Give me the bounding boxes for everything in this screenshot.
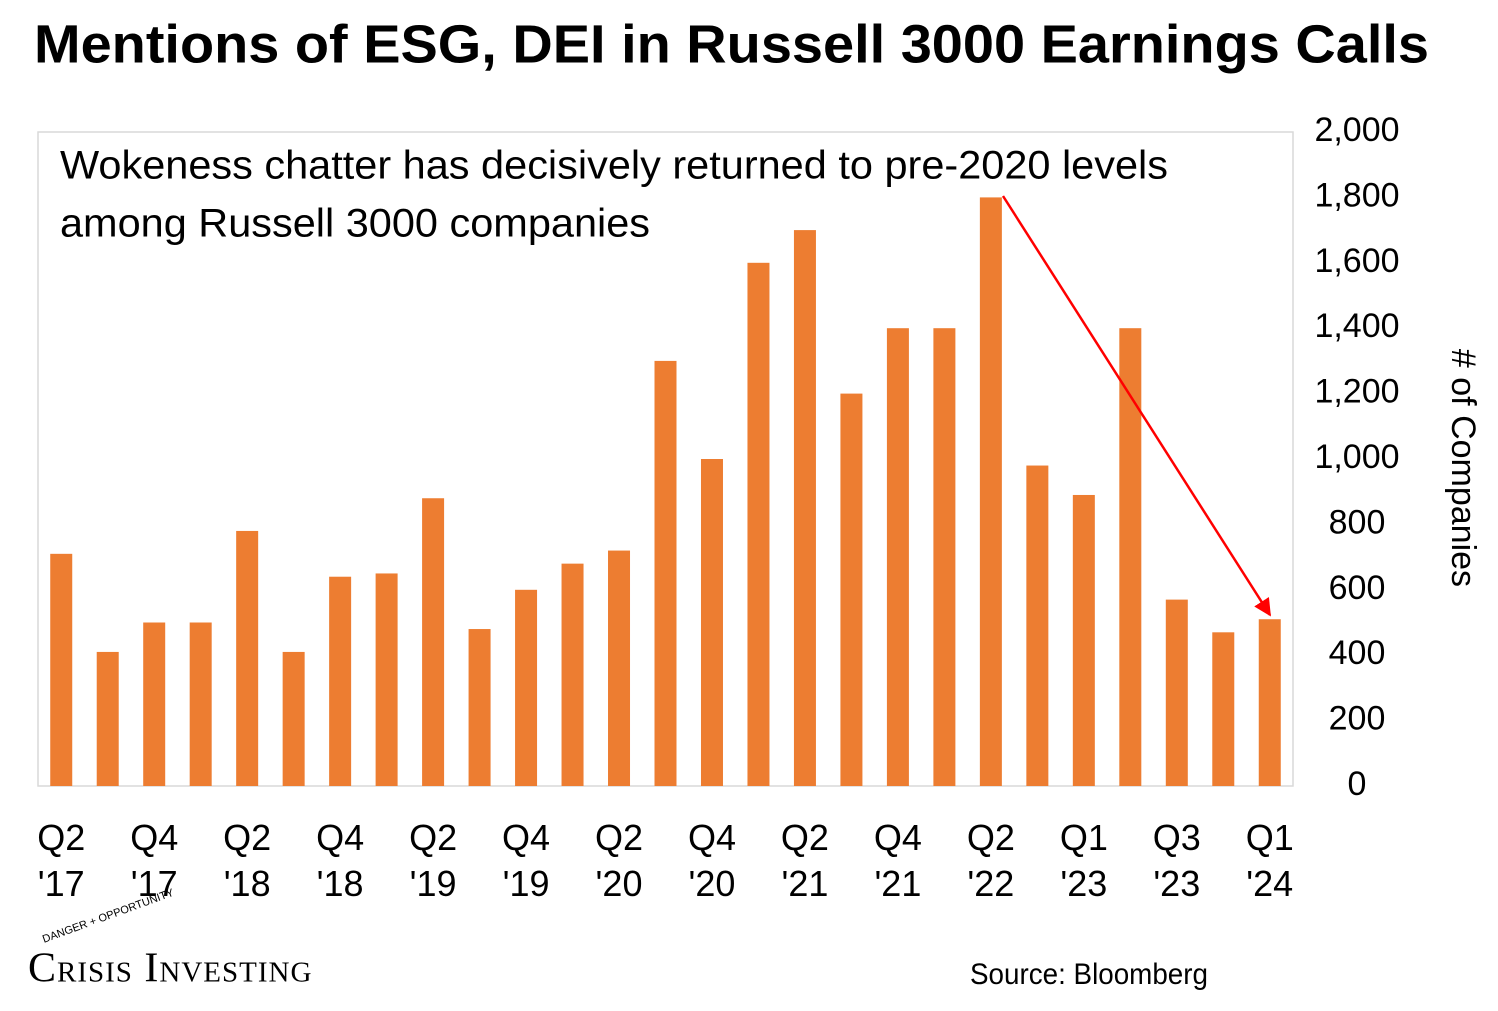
bar xyxy=(793,230,816,787)
bar xyxy=(422,498,445,786)
bar xyxy=(979,197,1002,786)
source: Source: Bloomberg xyxy=(970,958,1208,991)
x-tick-label: Q2 '17 xyxy=(37,817,86,904)
bar xyxy=(886,328,909,786)
bar xyxy=(1165,599,1188,786)
bar xyxy=(96,651,119,786)
x-tick-label: Q4 '18 xyxy=(316,817,365,904)
bar xyxy=(329,576,352,786)
annotation: among Russell 3000 companies xyxy=(60,202,650,246)
bar xyxy=(143,622,166,786)
x-tick-label: Q2 '22 xyxy=(966,817,1015,904)
x-tick-label: Q1 '24 xyxy=(1245,817,1294,904)
bar xyxy=(1258,619,1281,786)
chart-title: Mentions of ESG, DEI in Russell 3000 Ear… xyxy=(34,14,1429,74)
bar xyxy=(236,530,259,786)
x-tick-label: Q3 '23 xyxy=(1152,817,1201,904)
x-tick-label: Q2 '20 xyxy=(595,817,644,904)
bar xyxy=(700,459,723,786)
bar xyxy=(933,328,956,786)
y-tick-label: 1,200 xyxy=(1314,373,1399,411)
bar xyxy=(608,550,631,786)
bar xyxy=(1119,328,1142,786)
x-tick-label: Q1 '23 xyxy=(1059,817,1108,904)
x-tick-label: Q4 '21 xyxy=(873,817,922,904)
bar xyxy=(468,629,491,786)
bar xyxy=(654,360,677,786)
x-tick-label: Q2 '19 xyxy=(409,817,458,904)
bar xyxy=(840,393,863,786)
bar xyxy=(1072,494,1095,786)
x-tick-label: Q2 '21 xyxy=(780,817,829,904)
bar xyxy=(1212,632,1235,786)
x-tick-label: Q4 '19 xyxy=(502,817,551,904)
bar xyxy=(375,573,398,786)
bar xyxy=(561,563,584,786)
bar xyxy=(282,651,305,786)
y-tick-label: 1,000 xyxy=(1314,438,1399,476)
bar xyxy=(189,622,212,786)
bar xyxy=(747,262,770,786)
x-tick-label: Q4 '17 xyxy=(130,817,179,904)
trend-arrow xyxy=(1001,195,1272,617)
y-tick-label: 1,800 xyxy=(1314,176,1399,214)
y-tick-label: 200 xyxy=(1329,700,1386,738)
x-tick-label: Q4 '20 xyxy=(687,817,736,904)
y-tick-label: 800 xyxy=(1329,503,1386,541)
bar xyxy=(1026,465,1049,786)
y-tick-label: 0 xyxy=(1348,765,1367,803)
bar xyxy=(515,589,538,786)
logo: Crisis Investing xyxy=(28,946,312,992)
y-tick-label: 2,000 xyxy=(1314,111,1399,149)
y-axis-label: # of Companies xyxy=(1444,349,1482,587)
x-tick-label: Q2 '18 xyxy=(223,817,272,904)
y-tick-label: 1,400 xyxy=(1314,307,1399,345)
annotation: Wokeness chatter has decisively returned… xyxy=(60,144,1168,188)
y-tick-label: 1,600 xyxy=(1314,242,1399,280)
bar xyxy=(50,553,73,786)
y-tick-label: 600 xyxy=(1329,569,1386,607)
y-tick-label: 400 xyxy=(1329,634,1386,672)
